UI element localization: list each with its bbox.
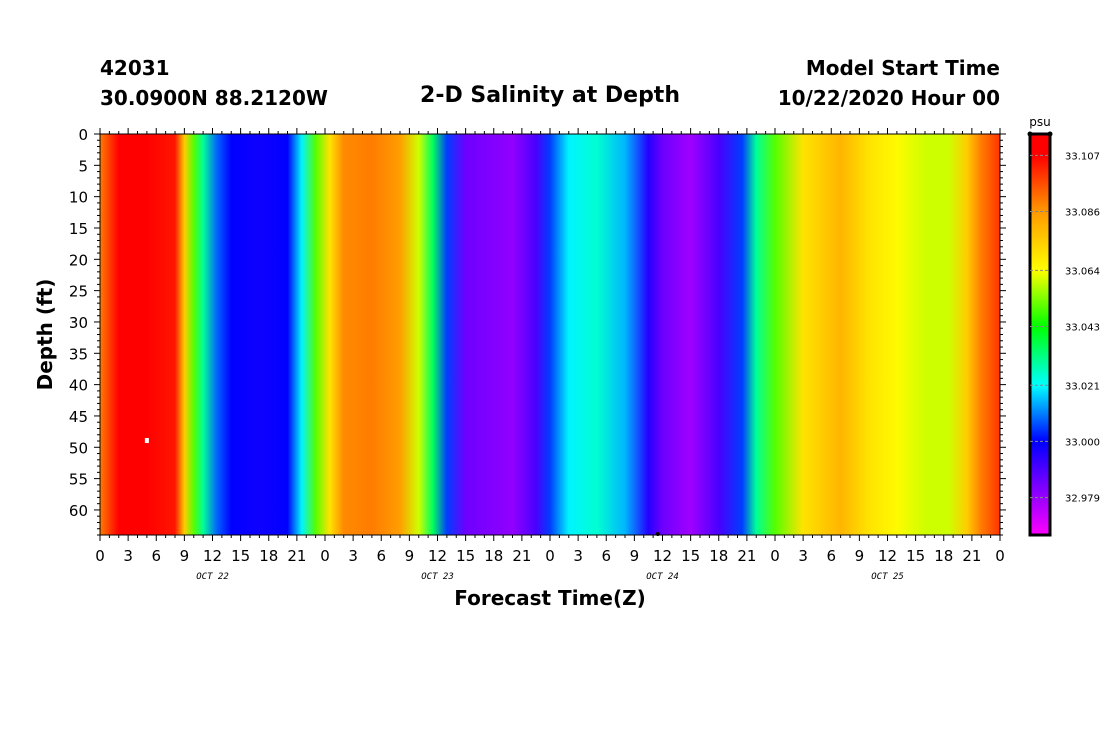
x-day-label: OCT 25 [871, 572, 904, 582]
x-tick-label: 6 [601, 547, 611, 565]
x-tick-label: 3 [573, 547, 583, 565]
x-tick-label: 15 [456, 547, 475, 565]
x-tick-label: 12 [878, 547, 897, 565]
x-tick-label: 9 [855, 547, 865, 565]
y-axis-title: Depth (ft) [33, 279, 57, 391]
colorbar-corner [1027, 131, 1033, 137]
x-tick-label: 18 [259, 547, 278, 565]
x-tick-label: 15 [231, 547, 250, 565]
y-tick-label: 35 [69, 345, 88, 363]
x-tick-label: 9 [630, 547, 640, 565]
y-tick-label: 45 [69, 408, 88, 426]
x-tick-label: 0 [95, 547, 105, 565]
colorbar-tick-label: 33.064 [1065, 266, 1100, 277]
y-tick-label: 0 [78, 126, 88, 144]
x-day-label: OCT 24 [646, 572, 679, 582]
colorbar-unit: psu [1029, 115, 1050, 129]
colorbar-tick-label: 33.000 [1065, 437, 1100, 448]
x-tick-label: 6 [151, 547, 161, 565]
x-day-label: OCT 23 [421, 572, 454, 582]
y-tick-label: 15 [69, 220, 88, 238]
x-tick-label: 21 [737, 547, 756, 565]
x-tick-label: 21 [512, 547, 531, 565]
x-tick-label: 3 [798, 547, 808, 565]
x-tick-label: 6 [826, 547, 836, 565]
model-start-label: Model Start Time [805, 56, 1000, 80]
x-tick-label: 12 [428, 547, 447, 565]
y-tick-label: 55 [69, 471, 88, 489]
colorbar-tick-label: 33.107 [1065, 151, 1100, 162]
model-start-time: 10/22/2020 Hour 00 [777, 86, 1000, 110]
x-tick-label: 12 [203, 547, 222, 565]
x-tick-label: 3 [348, 547, 358, 565]
salinity-field [100, 134, 1000, 535]
x-axis-title: Forecast Time(Z) [454, 586, 645, 610]
x-tick-label: 0 [545, 547, 555, 565]
station-id: 42031 [100, 56, 170, 80]
y-tick-label: 5 [78, 157, 88, 175]
y-tick-label: 30 [69, 314, 88, 332]
x-tick-label: 12 [653, 547, 672, 565]
y-tick-label: 25 [69, 283, 88, 301]
x-tick-label: 18 [934, 547, 953, 565]
y-tick-label: 60 [69, 502, 88, 520]
x-tick-label: 0 [770, 547, 780, 565]
x-tick-label: 3 [123, 547, 133, 565]
colorbar-tick-label: 33.021 [1065, 381, 1100, 392]
x-tick-label: 21 [287, 547, 306, 565]
colorbar-tick-label: 33.043 [1065, 322, 1100, 333]
colorbar-tick-label: 32.979 [1065, 494, 1100, 505]
x-tick-label: 15 [681, 547, 700, 565]
colorbar-corner [1047, 131, 1053, 137]
x-tick-label: 0 [320, 547, 330, 565]
y-tick-label: 10 [69, 189, 88, 207]
x-tick-label: 6 [376, 547, 386, 565]
x-tick-label: 9 [180, 547, 190, 565]
colorbar [1028, 132, 1052, 537]
x-tick-label: 18 [709, 547, 728, 565]
x-tick-label: 9 [405, 547, 415, 565]
y-tick-label: 50 [69, 439, 88, 457]
data-marker [144, 438, 149, 444]
y-tick-label: 40 [69, 377, 88, 395]
station-location: 30.0900N 88.2120W [100, 86, 328, 110]
x-tick-label: 15 [906, 547, 925, 565]
chart-title: 2-D Salinity at Depth [420, 83, 680, 108]
x-tick-label: 18 [484, 547, 503, 565]
y-tick-label: 20 [69, 251, 88, 269]
x-tick-label: 0 [995, 547, 1005, 565]
x-day-label: OCT 22 [196, 572, 229, 582]
x-tick-label: 21 [962, 547, 981, 565]
colorbar-tick-label: 33.086 [1065, 208, 1100, 219]
data-marker [655, 532, 660, 536]
